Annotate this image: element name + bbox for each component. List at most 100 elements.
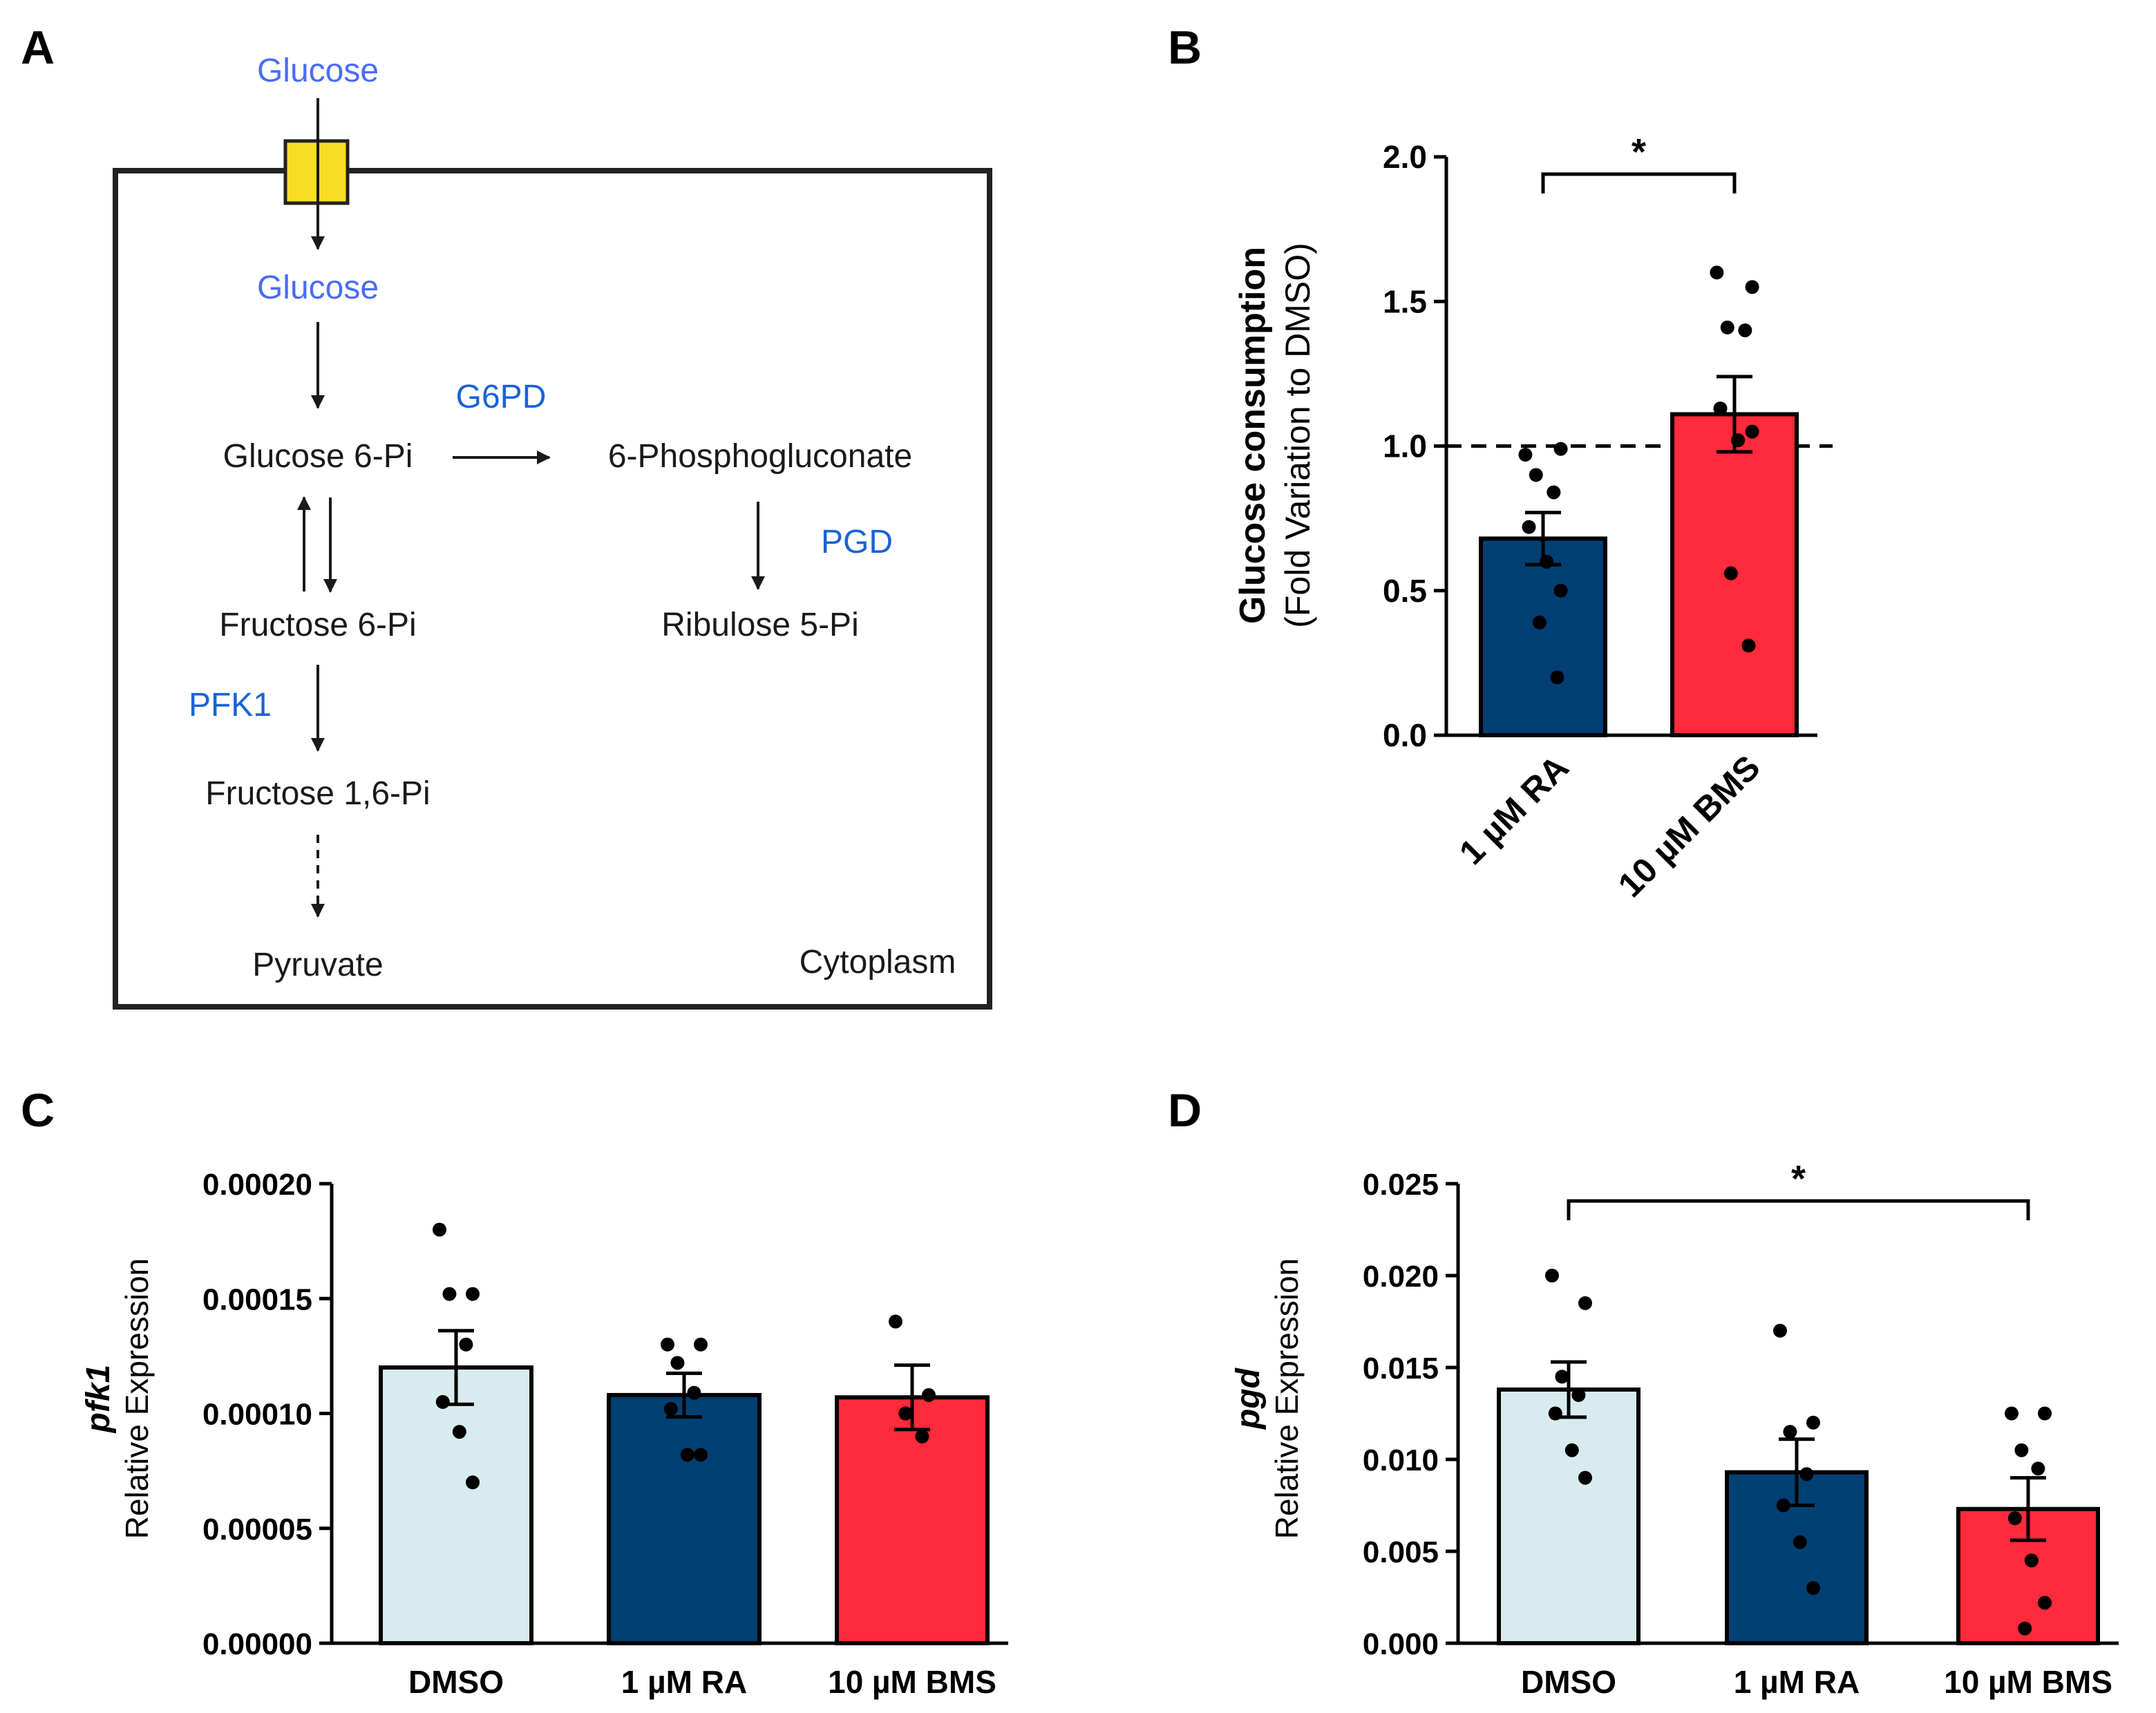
- chart-d-ylabel-line2: Relative Expression: [1269, 1258, 1305, 1540]
- pfk1-label: PFK1: [189, 687, 272, 723]
- chart-b-data-point: [1550, 670, 1564, 685]
- chart-d-data-point: [1783, 1425, 1797, 1439]
- chart-d-data-point: [1806, 1415, 1820, 1430]
- chart-c-ytick-label: 0.00010: [202, 1398, 312, 1432]
- chart-b-data-point: [1553, 583, 1568, 598]
- ribulose-5pi-label: Ribulose 5-Pi: [661, 607, 858, 643]
- chart-c-data-point: [459, 1337, 473, 1352]
- chart-d-data-point: [1555, 1370, 1569, 1384]
- chart-c-ylabel-line2: Relative Expression: [119, 1258, 155, 1540]
- chart-b-ytick-label: 1.5: [1383, 283, 1427, 319]
- chart-b-significance-bracket: [1541, 172, 1737, 193]
- chart-d-points: [1545, 1269, 2052, 1636]
- chart-b-category-label: 1 µM RA: [1452, 748, 1576, 872]
- chart-c-category-label: 1 µM RA: [621, 1664, 747, 1700]
- phosphogluconate-label: 6-Phosphogluconate: [608, 438, 912, 475]
- chart-d-data-point: [1776, 1498, 1790, 1513]
- glucose-inside-label: Glucose: [257, 269, 379, 306]
- chart-d-ytick-label: 0.000: [1363, 1627, 1439, 1661]
- chart-c-ytick-label: 0.00015: [202, 1283, 312, 1316]
- chart-d-bars: [1497, 1360, 2100, 1646]
- chart-c-category-label: 10 µM BMS: [828, 1664, 996, 1700]
- chart-d-ytick-label: 0.020: [1363, 1260, 1439, 1294]
- chart-b-bar: [1479, 536, 1607, 737]
- chart-c-ytick-label: 0.00005: [202, 1513, 312, 1546]
- chart-b-significance: *: [1541, 131, 1737, 193]
- pgd-label: PGD: [821, 524, 893, 560]
- glucose-outside-label: Glucose: [257, 53, 379, 89]
- chart-d-data-point: [2038, 1596, 2052, 1610]
- chart-c-data-point: [661, 1337, 674, 1352]
- chart-c-data-point: [452, 1425, 466, 1439]
- chart-c-data-point: [670, 1356, 685, 1370]
- chart-d-data-point: [1578, 1296, 1592, 1310]
- chart-d-data-point: [1793, 1535, 1807, 1549]
- chart-b-ylabel-line1: Glucose consumption: [1233, 247, 1273, 624]
- chart-b-data-point: [1547, 485, 1561, 500]
- chart-b-ylabel-line2: (Fold Variation to DMSO): [1278, 243, 1317, 628]
- chart-d-data-point: [1773, 1323, 1787, 1338]
- chart-c-data-point: [435, 1394, 450, 1409]
- chart-b-ytick-label: 0.0: [1383, 717, 1427, 753]
- chart-c-categories: DMSO 1 µM RA 10 µM BMS: [408, 1664, 996, 1700]
- chart-b-data-point: [1710, 265, 1724, 280]
- chart-d-data-point: [1545, 1269, 1559, 1283]
- chart-b-categories: 1 µM RA 10 µM BMS: [1452, 748, 1768, 905]
- chart-pgd-expression: 0.000 0.005 0.010 0.015 0.020 0.025 * DMSO 1 µ…: [1230, 1158, 2119, 1700]
- panel-letter-b: B: [1168, 21, 1202, 74]
- chart-d-data-point: [2038, 1406, 2052, 1421]
- chart-d-ytick-label: 0.015: [1363, 1352, 1439, 1385]
- chart-d-data-point: [2031, 1461, 2045, 1476]
- chart-c-ytick-label: 0.00020: [202, 1168, 312, 1202]
- chart-b-ytick-label: 1.0: [1383, 428, 1427, 464]
- panel-letter-c: C: [21, 1084, 55, 1137]
- chart-d-ylabel-line1: pgd: [1230, 1367, 1267, 1430]
- chart-c-data-point: [442, 1287, 457, 1301]
- pyruvate-label: Pyruvate: [252, 947, 383, 983]
- chart-d-significance-bracket: [1567, 1199, 2030, 1220]
- chart-d-categories: DMSO 1 µM RA 10 µM BMS: [1521, 1664, 2112, 1700]
- chart-d-data-point: [1578, 1470, 1592, 1485]
- panel-letter-a: A: [21, 21, 55, 74]
- chart-d-data-point: [2014, 1443, 2029, 1457]
- chart-d-data-point: [1564, 1443, 1579, 1457]
- cell-membrane-box: [113, 168, 992, 1010]
- chart-c-data-point: [680, 1448, 694, 1462]
- chart-glucose-consumption: 0.0 0.5 1.0 1.5 2.0 * 1 µM RA 10 µM BMS Gluco…: [1233, 131, 1833, 905]
- chart-b-points: [1518, 265, 1759, 685]
- chart-b-data-point: [1745, 424, 1759, 439]
- chart-d-category-label: 1 µM RA: [1734, 1664, 1860, 1700]
- chart-b-data-point: [1522, 520, 1536, 534]
- chart-c-bar: [607, 1392, 762, 1646]
- chart-b-category-label: 10 µM BMS: [1611, 748, 1768, 905]
- chart-b-ytick-label: 2.0: [1383, 139, 1427, 175]
- chart-d-data-point: [1806, 1581, 1820, 1596]
- chart-c-points: [433, 1222, 936, 1490]
- pathway-diagram: Glucose Glucose Glucose 6-Pi G6PD 6-Phos…: [113, 53, 992, 1010]
- chart-b-data-point: [1738, 323, 1752, 338]
- chart-c-data-point: [889, 1314, 902, 1329]
- glucose-6pi-label: Glucose 6-Pi: [223, 438, 413, 475]
- chart-d-data-point: [1799, 1467, 1814, 1482]
- g6pd-label: G6PD: [456, 379, 547, 415]
- chart-b-significance-star: *: [1632, 131, 1646, 173]
- chart-b-data-point: [1723, 566, 1738, 580]
- fructose-6pi-label: Fructose 6-Pi: [219, 607, 416, 643]
- chart-d-category-label: 10 µM BMS: [1944, 1664, 2112, 1700]
- chart-d-data-point: [1548, 1406, 1562, 1421]
- panel-letter-d: D: [1168, 1084, 1202, 1137]
- chart-c-data-point: [694, 1448, 708, 1462]
- chart-b-data-point: [1741, 638, 1756, 653]
- chart-c-data-point: [466, 1475, 480, 1490]
- chart-d-data-point: [2007, 1511, 2022, 1526]
- chart-pfk1-expression: 0.00000 0.00005 0.00010 0.00015 0.00020 DMSO…: [80, 1168, 1008, 1700]
- chart-b-data-point: [1529, 468, 1543, 482]
- fructose-16pi-label: Fructose 1,6-Pi: [205, 775, 430, 812]
- chart-c-data-point: [433, 1222, 446, 1237]
- chart-c-data-point: [898, 1406, 913, 1421]
- chart-d-ytick-label: 0.010: [1363, 1444, 1439, 1477]
- chart-b-data-point: [1540, 554, 1554, 569]
- chart-c-data-point: [694, 1337, 708, 1352]
- chart-d-data-point: [1571, 1388, 1586, 1402]
